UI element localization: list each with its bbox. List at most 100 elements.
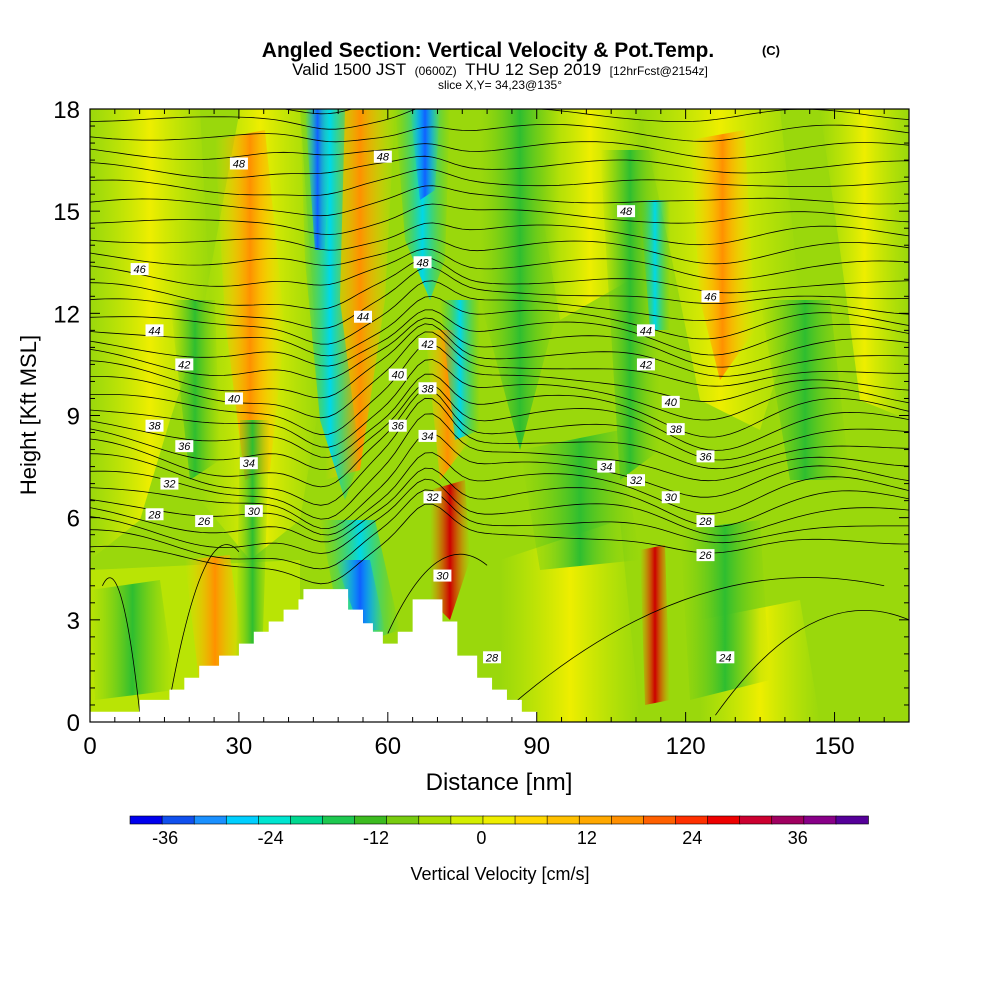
svg-text:28: 28 <box>485 652 499 664</box>
theta-contour-line <box>90 323 909 399</box>
theta-contour-line <box>90 168 909 197</box>
svg-text:32: 32 <box>426 492 438 504</box>
svg-text:36: 36 <box>178 441 191 453</box>
svg-text:30: 30 <box>248 506 261 518</box>
theta-contour-line <box>90 185 909 217</box>
colorbar-swatch <box>611 815 645 825</box>
theta-contour-label: 34 <box>418 429 437 443</box>
svg-text:26: 26 <box>698 550 712 562</box>
colorbar-tick-label: 0 <box>476 828 486 848</box>
theta-contour-line <box>90 432 909 530</box>
svg-text:34: 34 <box>600 462 612 474</box>
theta-contour-label: 32 <box>160 477 179 491</box>
y-tick-label: 6 <box>67 506 80 533</box>
theta-contour-label: 38 <box>145 419 164 433</box>
y-axis-label: Height [Kft MSL] <box>16 335 41 495</box>
theta-contour-line <box>90 295 909 357</box>
svg-text:42: 42 <box>178 359 190 371</box>
theta-contour-label: 32 <box>423 491 442 504</box>
colorbar: -36 -24 -12 0 12 24 36 <box>129 815 869 848</box>
theta-contour-label: 36 <box>175 440 194 453</box>
colorbar-swatch <box>739 815 773 825</box>
theta-contour-label: 38 <box>666 423 685 436</box>
terrain-mask <box>90 589 909 722</box>
theta-contour-line <box>90 478 909 554</box>
contour-labels: 48 48 48 48 46 46 44 44 44 42 42 42 40 40 40 38 38 38 36 36… <box>130 150 735 664</box>
x-axis-label: Distance [nm] <box>426 769 573 796</box>
svg-text:46: 46 <box>134 264 147 276</box>
theta-contour-line <box>90 155 909 179</box>
theta-contour-line <box>90 452 909 536</box>
colorbar-swatch <box>386 815 420 825</box>
colorbar-tick-label: -24 <box>258 828 284 848</box>
y-tick-label: 12 <box>53 301 80 328</box>
theta-contour-line <box>90 141 909 160</box>
svg-text:44: 44 <box>148 325 160 337</box>
theta-contour-label: 46 <box>130 263 149 276</box>
colorbar-swatch <box>193 815 228 825</box>
colorbar-swatch <box>803 815 837 825</box>
svg-text:40: 40 <box>228 393 241 405</box>
theta-contour-line <box>511 577 885 706</box>
theta-contour-label: 36 <box>696 450 715 463</box>
svg-text:30: 30 <box>436 571 449 583</box>
colorbar-swatch <box>322 815 356 825</box>
theta-contour-line <box>387 553 488 634</box>
theta-contour-line <box>90 359 909 448</box>
colorbar-tick-label: 36 <box>788 828 808 848</box>
chart-title-unit: (C) <box>762 43 780 58</box>
theta-contour-line <box>90 222 909 251</box>
colorbar-swatch <box>482 815 516 825</box>
svg-text:48: 48 <box>233 158 246 170</box>
colorbar-tick-label: 12 <box>577 828 597 848</box>
svg-text:36: 36 <box>392 421 405 433</box>
x-tick-label: 30 <box>226 733 253 760</box>
svg-text:34: 34 <box>421 431 433 443</box>
svg-text:26: 26 <box>197 516 211 528</box>
colorbar-swatch <box>290 815 324 825</box>
theta-contour-line <box>90 489 909 570</box>
svg-text:34: 34 <box>243 458 255 470</box>
svg-text:40: 40 <box>392 370 405 382</box>
theta-contour-label: 28 <box>483 651 502 664</box>
colorbar-swatch <box>514 815 548 825</box>
svg-text:46: 46 <box>704 291 717 303</box>
svg-text:38: 38 <box>421 383 434 395</box>
theta-contour-label: 48 <box>413 256 432 269</box>
svg-text:32: 32 <box>630 475 642 487</box>
theta-contour-line <box>90 383 909 471</box>
theta-contour-line <box>90 109 909 130</box>
theta-contour-label: 30 <box>661 491 680 504</box>
colorbar-swatch <box>418 815 452 825</box>
colorbar-swatch <box>578 815 613 825</box>
theta-contour-line <box>90 413 909 520</box>
theta-contour-line <box>90 267 909 329</box>
theta-contour-line <box>169 544 240 702</box>
colorbar-swatch <box>675 815 709 825</box>
theta-contour-label: 24 <box>716 651 735 664</box>
theta-contour-line <box>90 203 909 235</box>
svg-text:24: 24 <box>718 652 731 664</box>
theta-contour-label: 40 <box>388 368 407 382</box>
svg-text:44: 44 <box>640 325 652 337</box>
theta-contour-label: 34 <box>239 457 258 470</box>
theta-contour-line <box>90 248 909 287</box>
theta-contour-line <box>90 373 909 458</box>
colorbar-swatch <box>354 815 388 825</box>
colorbar-swatch <box>225 815 260 825</box>
theta-contour-line <box>90 124 909 143</box>
colorbar-tick-label: 24 <box>682 828 702 848</box>
theta-contour-line <box>90 280 909 345</box>
theta-contour-label: 26 <box>195 515 214 528</box>
theta-contour-line <box>90 389 909 488</box>
colorbar-swatch <box>129 815 163 825</box>
theta-contour-line <box>90 467 909 543</box>
svg-text:28: 28 <box>698 516 712 528</box>
potential-temperature-contours <box>90 109 909 716</box>
svg-text:42: 42 <box>421 339 433 351</box>
vertical-velocity-field <box>90 109 909 722</box>
theta-contour-line <box>90 397 909 506</box>
